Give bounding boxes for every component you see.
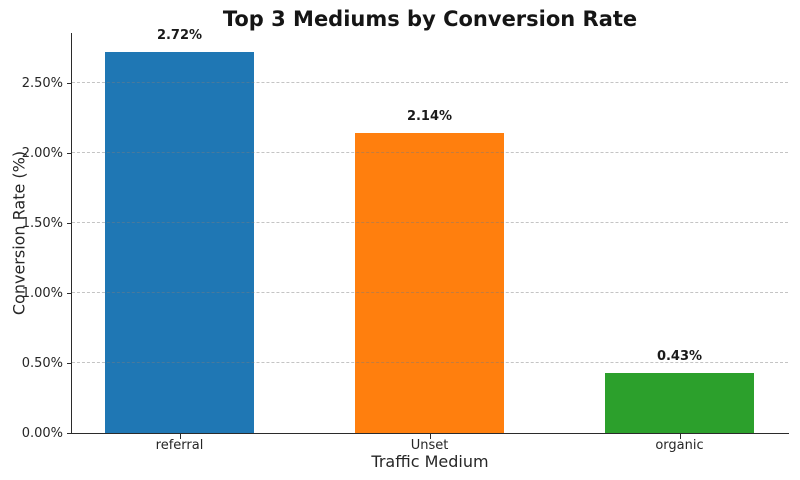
x-axis-spine <box>71 433 789 434</box>
y-tick-mark <box>67 153 72 154</box>
bar-Unset <box>355 133 504 433</box>
y-tick-label: 1.00% <box>21 286 63 301</box>
x-tick-label-referral: referral <box>155 438 204 453</box>
x-tick-label-organic: organic <box>655 438 704 453</box>
bar-organic <box>605 372 754 433</box>
bar-referral <box>105 52 254 433</box>
y-tick-label: 2.50% <box>21 76 63 91</box>
y-tick-label: 2.00% <box>21 146 63 161</box>
y-tick-label: 1.50% <box>21 216 63 231</box>
y-tick-mark <box>67 363 72 364</box>
x-axis-label: Traffic Medium <box>371 452 489 471</box>
y-tick-label: 0.50% <box>21 356 63 371</box>
y-tick-label: 0.00% <box>21 426 63 441</box>
x-tick-mark <box>429 434 431 439</box>
bar-value-label-Unset: 2.14% <box>406 109 453 125</box>
y-tick-mark <box>67 433 72 434</box>
y-tick-mark <box>67 293 72 294</box>
x-tick-mark <box>679 434 681 439</box>
gridline-0.50% <box>72 362 788 363</box>
gridline-1.50% <box>72 222 788 223</box>
gridline-2.50% <box>72 82 788 83</box>
y-tick-mark <box>67 83 72 84</box>
y-tick-mark <box>67 223 72 224</box>
x-tick-label-Unset: Unset <box>410 438 449 453</box>
bar-value-label-referral: 2.72% <box>156 28 203 44</box>
bar-value-label-organic: 0.43% <box>656 348 703 364</box>
gridline-2.00% <box>72 152 788 153</box>
x-tick-mark <box>179 434 181 439</box>
gridline-1.00% <box>72 292 788 293</box>
y-axis-spine <box>71 33 72 434</box>
chart-title: Top 3 Mediums by Conversion Rate <box>222 7 638 31</box>
